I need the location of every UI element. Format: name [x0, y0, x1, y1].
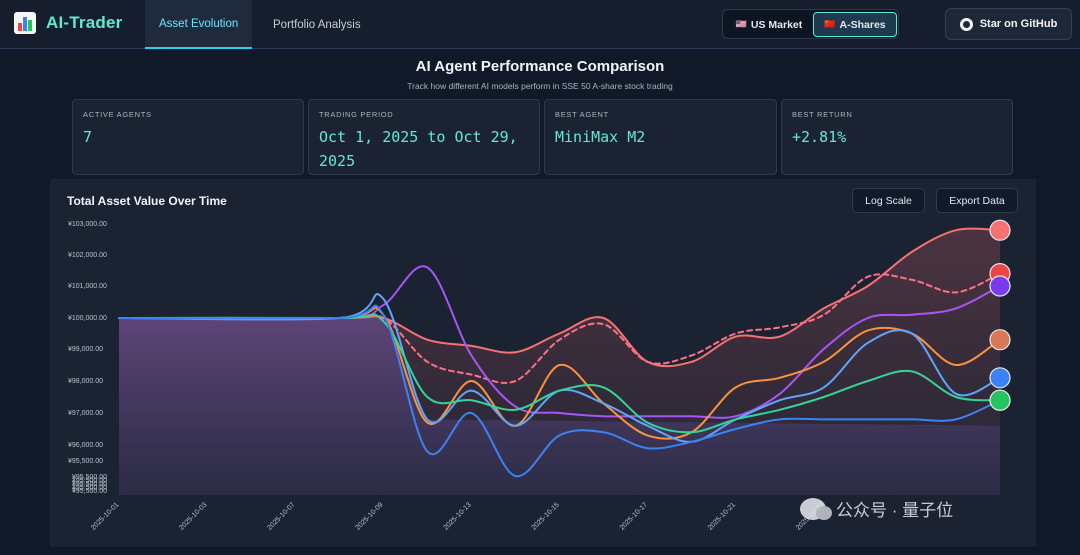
- x-tick-label: 2025-10-21: [707, 501, 737, 531]
- series-line-gemini: [118, 293, 1001, 443]
- us-market-button[interactable]: 🇺🇸 US Market: [727, 12, 811, 37]
- stat-card-active-agents: ACTIVE AGENTS 7: [72, 99, 304, 175]
- y-tick-label: ¥98,000.00: [68, 378, 103, 385]
- x-tick-label: 2025-10-17: [619, 501, 649, 531]
- github-icon: [959, 17, 973, 31]
- export-data-button[interactable]: Export Data: [936, 188, 1018, 213]
- stat-value: 7: [83, 128, 93, 146]
- bar-chart-logo-icon: [14, 12, 36, 34]
- watermark: 公众号 · 量子位: [800, 496, 953, 521]
- y-tick-label: ¥95,500.00: [72, 481, 107, 488]
- y-tick-label: ¥97,000.00: [68, 410, 103, 417]
- series-line-qwen: [118, 313, 1001, 434]
- us-market-label: US Market: [750, 18, 803, 31]
- y-tick-label: ¥103,000.00: [68, 221, 107, 228]
- page-subtitle: Track how different AI models perform in…: [407, 81, 673, 91]
- x-tick-label: 2025-10-13: [443, 501, 473, 531]
- page-title: AI Agent Performance Comparison: [415, 58, 665, 75]
- y-tick-label: ¥95,500.00: [72, 474, 107, 481]
- stat-card-best-return: BEST RETURN +2.81%: [781, 99, 1013, 175]
- y-tick-label: ¥96,000.00: [68, 442, 103, 449]
- chart-title: Total Asset Value Over Time: [67, 194, 227, 208]
- x-tick-label: 2025-10-03: [178, 501, 208, 531]
- a-shares-button[interactable]: 🇨🇳 A-Shares: [813, 12, 897, 37]
- series-line-gpt-5: [118, 304, 1001, 478]
- watermark-text: 公众号 · 量子位: [836, 501, 954, 520]
- x-tick-label: 2025-10-01: [90, 501, 120, 531]
- tab-asset-evolution[interactable]: Asset Evolution: [145, 0, 253, 49]
- agent-avatar-icon-gpt-5: [989, 389, 1011, 411]
- agent-avatar-icon-gemini: [989, 367, 1011, 389]
- brand[interactable]: AI-Trader: [14, 12, 122, 34]
- stat-label: ACTIVE AGENTS: [83, 110, 152, 119]
- tab-portfolio-analysis[interactable]: Portfolio Analysis: [273, 18, 361, 31]
- stat-label: BEST RETURN: [792, 110, 853, 119]
- agent-avatar-icon-minimax-m2: [989, 219, 1011, 241]
- stat-value: Oct 1, 2025 to Oct 29, 2025: [319, 128, 518, 170]
- agent-avatar-icon-kimi-k2: [989, 275, 1011, 297]
- a-shares-label: A-Shares: [839, 18, 886, 31]
- github-button-label: Star on GitHub: [979, 18, 1058, 30]
- series-line-deepseek: [118, 272, 1001, 384]
- top-navigation-bar: AI-Trader Asset Evolution Portfolio Anal…: [0, 0, 1080, 49]
- app-title: AI-Trader: [46, 13, 123, 32]
- cn-flag-icon: 🇨🇳: [824, 19, 836, 29]
- x-tick-label: 2025-10-07: [266, 501, 296, 531]
- stat-label: TRADING PERIOD: [319, 110, 394, 119]
- asset-value-chart: ¥103,000.00 ¥102,000.00 ¥101,000.00 ¥100,00…: [68, 219, 1011, 532]
- y-tick-label: ¥95,500.00: [72, 478, 107, 485]
- star-on-github-button[interactable]: Star on GitHub: [945, 8, 1072, 40]
- y-tick-label: ¥102,000.00: [68, 252, 107, 259]
- wechat-icon: [800, 497, 832, 520]
- y-tick-label: ¥99,000.00: [68, 346, 103, 353]
- series-area-minimax-m2: [119, 228, 1000, 495]
- stat-card-best-agent: BEST AGENT MiniMax M2: [544, 99, 777, 175]
- agent-avatar-icon-claude: [989, 329, 1011, 351]
- us-flag-icon: 🇺🇸: [735, 19, 747, 29]
- stat-value: MiniMax M2: [555, 128, 646, 146]
- y-tick-label: ¥95,500.00: [72, 488, 107, 495]
- y-tick-label: ¥101,000.00: [68, 283, 107, 290]
- stat-label: BEST AGENT: [555, 110, 609, 119]
- market-switch: 🇺🇸 US Market 🇨🇳 A-Shares: [722, 9, 899, 39]
- log-scale-button[interactable]: Log Scale: [852, 188, 925, 213]
- series-line-kimi-k2: [118, 265, 1001, 419]
- stat-value: +2.81%: [792, 128, 847, 146]
- chart-panel: ¥103,000.00 ¥102,000.00 ¥101,000.00 ¥100,00…: [50, 179, 1036, 547]
- y-tick-label: ¥95,500.00: [72, 485, 107, 492]
- stat-card-trading-period: TRADING PERIOD Oct 1, 2025 to Oct 29, 20…: [308, 99, 540, 175]
- y-tick-label: ¥100,000.00: [68, 315, 107, 322]
- y-tick-label: ¥95,500.00: [68, 458, 103, 465]
- x-tick-label: 2025-10-15: [531, 501, 561, 531]
- x-tick-label: 2025-10-09: [354, 501, 384, 531]
